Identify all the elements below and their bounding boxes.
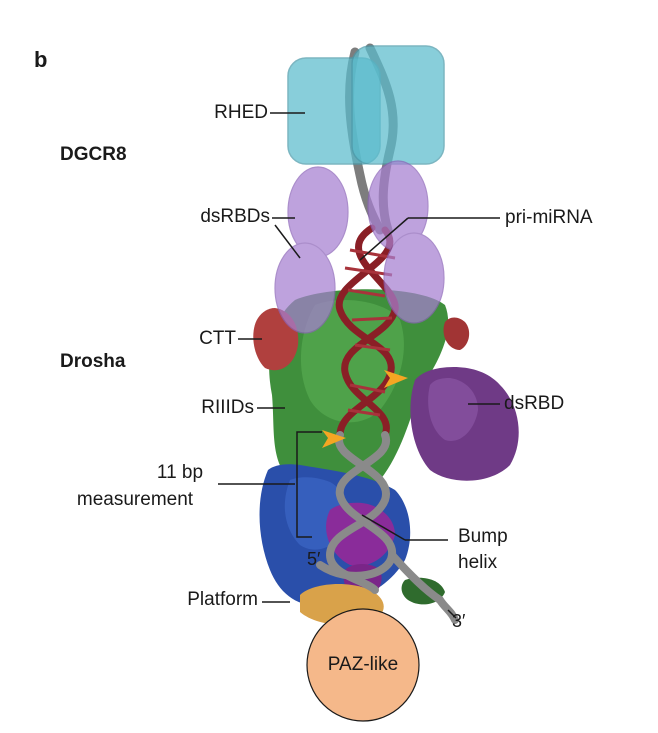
paz-like-domain [306, 608, 420, 722]
pri-mirna-helix-upper [335, 224, 399, 439]
three-prime-label: 3′ [452, 611, 466, 631]
dsrbds-label: dsRBDs [200, 206, 270, 227]
bump-label-line2: helix [458, 552, 498, 573]
measurement-label-line1: 11 bp [156, 462, 204, 483]
dsrbd-label: dsRBD [504, 393, 565, 414]
platform-label: Platform [187, 589, 258, 610]
cleavage-markers [322, 370, 408, 448]
pri-mirna-label: pri-miRNA [505, 207, 593, 228]
bump-label-line1: Bump [458, 526, 508, 547]
riiids-label: RIIIDs [201, 397, 254, 418]
dgcr8-dsrbd-domains [274, 160, 445, 334]
five-prime-label: 5′ [307, 549, 321, 569]
dgcr8-group-label: DGCR8 [60, 144, 127, 165]
paz-like-label: PAZ-like [327, 654, 399, 675]
drosha-group-label: Drosha [60, 351, 126, 372]
panel-letter: b [34, 47, 48, 72]
rhed-domain [287, 45, 445, 165]
ctt-label: CTT [199, 328, 236, 349]
drosha-dsrbd-surface [410, 366, 519, 481]
measurement-label-line2: measurement [76, 489, 194, 510]
rhed-label: RHED [214, 102, 268, 123]
leader-lines [218, 112, 500, 619]
